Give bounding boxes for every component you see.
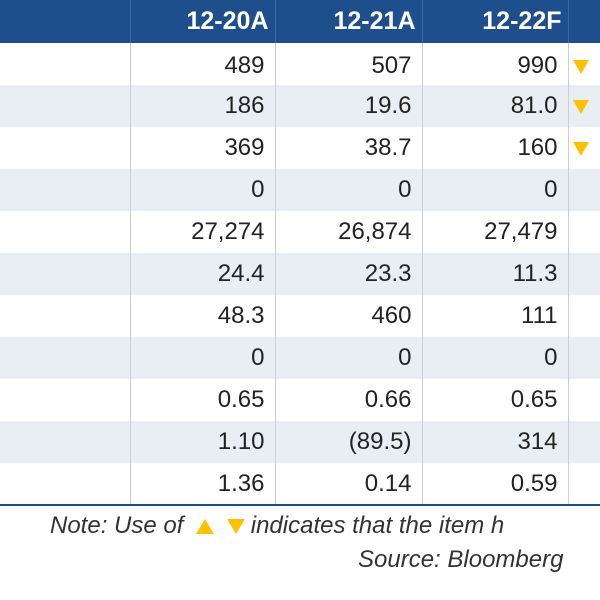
table-cell: 19.6 xyxy=(275,85,423,127)
arrow-cell xyxy=(568,127,600,169)
table-cell: 1.36 xyxy=(130,463,276,506)
table-row: 186 19.6 81.0 xyxy=(0,85,600,127)
table-cell: 460 xyxy=(275,295,423,337)
table-cell: 0.14 xyxy=(275,463,423,506)
header-12-22f: 12-22F xyxy=(422,0,569,43)
table-cell: 0.65 xyxy=(422,379,569,421)
table-cell: 0.66 xyxy=(275,379,423,421)
table-header: 12-20A 12-21A 12-22F xyxy=(0,0,600,43)
table-row: 48.3 460 111 xyxy=(0,295,600,337)
table-cell: 38.7 xyxy=(275,127,423,169)
table-cell: 27,479 xyxy=(422,211,569,253)
row-label-cell xyxy=(0,337,131,379)
arrow-cell xyxy=(568,295,600,337)
row-label-cell xyxy=(0,253,131,295)
note-suffix: indicates that the item h xyxy=(250,512,505,539)
source-text: Source: Bloomberg xyxy=(358,546,564,573)
row-label-cell xyxy=(0,295,131,337)
table-cell: 507 xyxy=(275,43,423,85)
table-cell: 81.0 xyxy=(422,85,569,127)
table-cell: 0 xyxy=(130,169,276,211)
arrow-cell xyxy=(568,379,600,421)
table-cell: 0.65 xyxy=(130,379,276,421)
arrow-cell xyxy=(568,85,600,127)
row-label-cell xyxy=(0,85,131,127)
arrow-cell xyxy=(568,337,600,379)
financial-table: 12-20A 12-21A 12-22F 489 507 990 186 19.6 81.… xyxy=(0,0,600,506)
arrow-cell xyxy=(568,253,600,295)
table-cell: 489 xyxy=(130,43,276,85)
table-cell: 23.3 xyxy=(275,253,423,295)
table-cell: 0 xyxy=(422,337,569,379)
table-cell: 0 xyxy=(422,169,569,211)
down-triangle-icon xyxy=(572,141,589,156)
up-triangle-icon xyxy=(196,519,215,535)
table-row: 0.65 0.66 0.65 xyxy=(0,379,600,421)
table-cell: 27,274 xyxy=(130,211,276,253)
header-12-21a: 12-21A xyxy=(275,0,423,43)
row-label-cell xyxy=(0,43,131,85)
down-triangle-icon xyxy=(572,99,589,114)
footnote: Note: Use of indicates that the item h xyxy=(0,512,600,546)
table-cell: 48.3 xyxy=(130,295,276,337)
header-12-20a: 12-20A xyxy=(130,0,276,43)
table-body: 489 507 990 186 19.6 81.0 369 38.7 160 0 0 0 27,274 2… xyxy=(0,43,600,506)
table-cell: 11.3 xyxy=(422,253,569,295)
header-arrow-cell xyxy=(568,0,600,43)
table-cell: 369 xyxy=(130,127,276,169)
table-cell: 0 xyxy=(275,169,423,211)
table-cell: (89.5) xyxy=(275,421,423,463)
table-cell: 26,874 xyxy=(275,211,423,253)
arrow-cell xyxy=(568,43,600,85)
table-row: 369 38.7 160 xyxy=(0,127,600,169)
row-label-cell xyxy=(0,379,131,421)
row-label-cell xyxy=(0,463,131,506)
table-cell: 314 xyxy=(422,421,569,463)
table-cell: 24.4 xyxy=(130,253,276,295)
header-label-cell xyxy=(0,0,131,43)
down-triangle-icon xyxy=(572,59,589,74)
table-cell: 160 xyxy=(422,127,569,169)
note-prefix: Note: Use of xyxy=(50,512,184,539)
row-label-cell xyxy=(0,169,131,211)
table-row: 1.10 (89.5) 314 xyxy=(0,421,600,463)
table-cell: 0 xyxy=(275,337,423,379)
financial-table-container: 12-20A 12-21A 12-22F 489 507 990 186 19.6 81.… xyxy=(0,0,600,506)
down-triangle-icon xyxy=(226,519,245,535)
row-label-cell xyxy=(0,127,131,169)
header-row: 12-20A 12-21A 12-22F xyxy=(0,0,600,43)
row-label-cell xyxy=(0,211,131,253)
table-cell: 1.10 xyxy=(130,421,276,463)
arrow-cell xyxy=(568,211,600,253)
arrow-cell xyxy=(568,463,600,506)
table-cell: 111 xyxy=(422,295,569,337)
arrow-cell xyxy=(568,421,600,463)
table-row: 489 507 990 xyxy=(0,43,600,85)
table-cell: 0.59 xyxy=(422,463,569,506)
row-label-cell xyxy=(0,421,131,463)
arrow-cell xyxy=(568,169,600,211)
table-row: 24.4 23.3 11.3 xyxy=(0,253,600,295)
table-cell: 0 xyxy=(130,337,276,379)
table-row: 27,274 26,874 27,479 xyxy=(0,211,600,253)
table-cell: 990 xyxy=(422,43,569,85)
table-cell: 186 xyxy=(130,85,276,127)
source-line: Source: Bloomberg xyxy=(0,546,600,580)
table-row: 1.36 0.14 0.59 xyxy=(0,463,600,506)
